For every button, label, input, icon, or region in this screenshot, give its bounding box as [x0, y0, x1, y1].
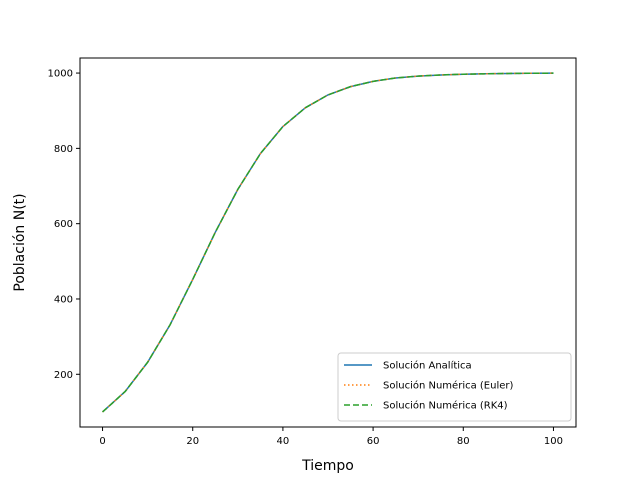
y-axis-label: Población N(t): [12, 193, 28, 291]
x-tick-label-1: 20: [186, 436, 199, 447]
y-tick-label-2: 600: [54, 219, 73, 230]
legend-label-1: Solución Numérica (Euler): [383, 380, 513, 392]
x-tick-label-4: 80: [457, 436, 470, 447]
legend-label-2: Solución Numérica (RK4): [383, 400, 508, 412]
x-tick-label-2: 40: [277, 436, 290, 447]
y-tick-label-4: 1000: [48, 69, 73, 80]
series-line-2: [102, 72, 554, 413]
plot-frame: [79, 57, 577, 428]
legend: Solución Analítica Solución Numérica (Eul…: [337, 352, 572, 422]
series-layer: [102, 72, 554, 413]
legend-box: [337, 352, 572, 422]
y-tick-label-1: 400: [54, 294, 73, 305]
legend-label-0: Solución Analítica: [383, 360, 472, 372]
x-axis-label: Tiempo: [301, 458, 354, 474]
ticks-layer: 0 20 40 60 80 100 200 400 600 800 1000: [48, 69, 563, 447]
x-tick-label-0: 0: [99, 436, 105, 447]
y-tick-label-3: 800: [54, 144, 73, 155]
x-tick-label-5: 100: [544, 436, 563, 447]
y-tick-label-0: 200: [54, 370, 73, 381]
x-tick-label-3: 60: [367, 436, 380, 447]
